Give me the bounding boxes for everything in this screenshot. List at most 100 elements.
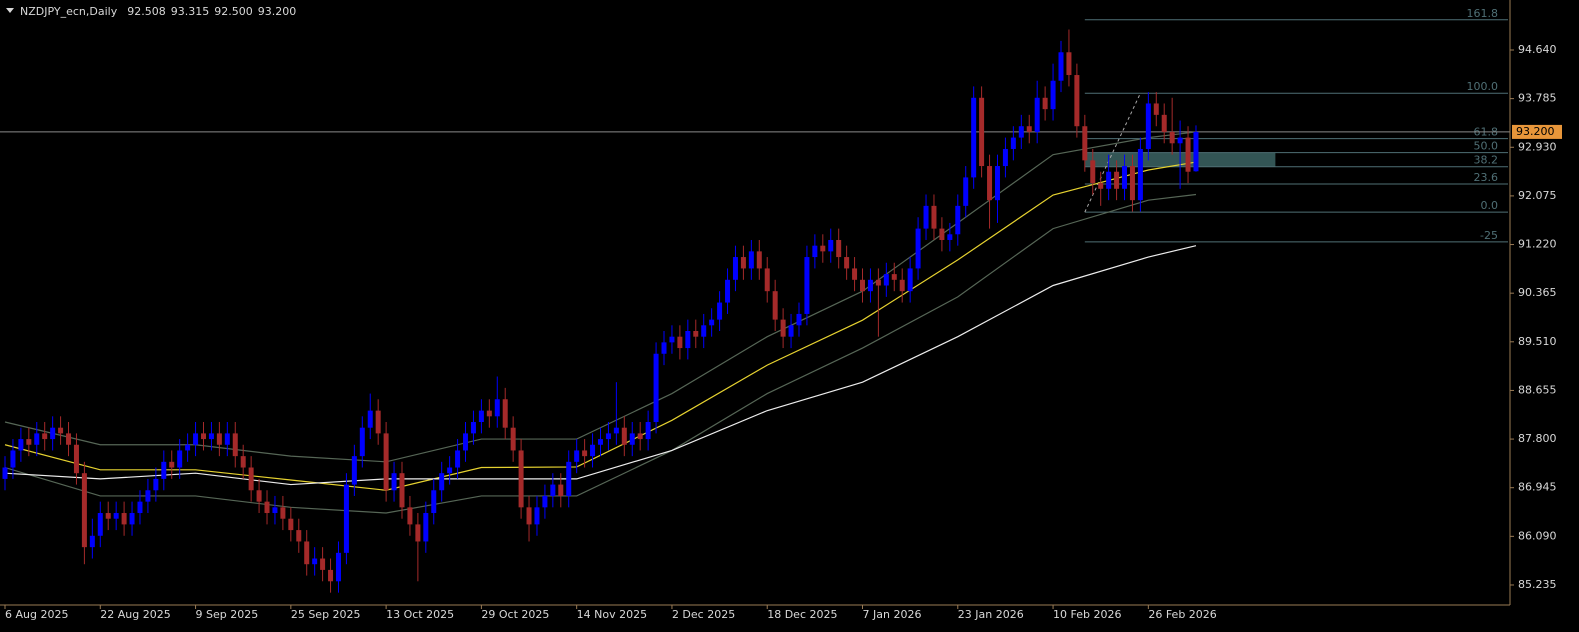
x-tick-label: 13 Oct 2025 [386, 608, 454, 621]
x-tick-label: 18 Dec 2025 [767, 608, 837, 621]
candle-body [979, 97, 985, 167]
candle-body [852, 268, 858, 280]
indicator-line [4, 245, 1197, 486]
candle-body [224, 433, 230, 445]
fib-anchor [1084, 93, 1141, 213]
candle-body [66, 433, 72, 445]
candle-body [161, 461, 167, 479]
candle-body [137, 501, 143, 514]
fib-level-label: 38.2 [1474, 154, 1499, 167]
candle-body [1002, 148, 1008, 167]
fib-level-label: -25 [1480, 229, 1498, 242]
candle-body [518, 450, 524, 508]
candle-body [939, 228, 945, 240]
candle-body [1177, 137, 1183, 144]
candle-body [566, 461, 572, 496]
candle-body [1010, 137, 1016, 149]
candle-body [788, 325, 794, 337]
candle-body [208, 433, 214, 440]
candle-body [256, 490, 262, 502]
candle-body [280, 507, 286, 519]
candle-body [772, 291, 778, 320]
candle-body [10, 450, 16, 468]
candle-body [18, 439, 24, 451]
candle-body [780, 319, 786, 337]
header-ohlc-value: 93.200 [258, 5, 297, 18]
candle-body [1018, 126, 1024, 138]
candle-body [764, 268, 770, 292]
candle-body [875, 279, 881, 286]
candle-body [732, 257, 738, 280]
candle-body [216, 433, 222, 445]
candle-body [820, 245, 826, 252]
candle-body [359, 427, 365, 457]
fib-level-label: 161.8 [1467, 7, 1499, 20]
candle-body [240, 456, 246, 468]
header-ohlc-value: 93.315 [171, 5, 210, 18]
candle-body [725, 279, 731, 303]
candle-body [169, 461, 175, 468]
indicator-line [4, 193, 1197, 514]
x-tick-label: 9 Sep 2025 [196, 608, 259, 621]
y-tick-label: 87.800 [1518, 432, 1557, 445]
fib-level-label: 23.6 [1474, 171, 1499, 184]
y-tick-label: 92.930 [1518, 140, 1557, 153]
candle-body [478, 410, 484, 423]
candle-body [1098, 183, 1104, 189]
fib-level-label: 0.0 [1481, 199, 1499, 212]
candle-body [1193, 131, 1199, 172]
candle-body [351, 456, 357, 485]
candle-body [407, 507, 413, 525]
candle-body [73, 444, 79, 474]
candle-body [383, 433, 389, 491]
candle-body [891, 274, 897, 280]
candle-body [232, 433, 238, 457]
candle-body [470, 422, 476, 434]
header-ohlc-value: 92.508 [127, 5, 166, 18]
candle-body [1106, 171, 1112, 189]
candle-body [1042, 97, 1048, 110]
x-tick-label: 26 Feb 2026 [1148, 608, 1216, 621]
candle-body [796, 313, 802, 326]
candle-body [1153, 103, 1159, 115]
candle-body [391, 473, 397, 491]
y-tick-label: 91.220 [1518, 238, 1557, 251]
y-tick-label: 94.640 [1518, 43, 1557, 56]
x-tick-label: 6 Aug 2025 [5, 608, 68, 621]
candle-body [740, 257, 746, 269]
candle-body [709, 319, 715, 326]
x-tick-label: 23 Jan 2026 [958, 608, 1024, 621]
candle-body [867, 279, 873, 292]
candle-body [756, 251, 762, 269]
candle-body [1074, 75, 1080, 127]
candle-body [1137, 148, 1143, 201]
candle-body [375, 410, 381, 434]
candle-body [343, 484, 349, 553]
candle-body [653, 353, 659, 423]
candle-body [669, 336, 675, 343]
x-tick-label: 10 Feb 2026 [1053, 608, 1121, 621]
candle-body [415, 524, 421, 542]
candle-body [994, 166, 1000, 201]
candle-body [907, 268, 913, 292]
candle-body [534, 507, 540, 525]
candle-body [661, 342, 667, 354]
candle-body [34, 433, 40, 445]
candle-body [431, 490, 437, 514]
candle-body [1161, 114, 1167, 132]
candle-body [860, 279, 866, 292]
candle-body [526, 507, 532, 525]
candle-body [193, 433, 199, 445]
candle-body [272, 507, 278, 514]
candle-body [248, 467, 254, 491]
candle-body [804, 257, 810, 314]
x-tick-label: 25 Sep 2025 [291, 608, 361, 621]
candle-body [550, 484, 556, 496]
candle-body [113, 513, 119, 519]
candle-body [486, 410, 492, 417]
candle-body [320, 558, 326, 570]
candle-body [1082, 126, 1088, 161]
candle-body [1058, 52, 1064, 81]
